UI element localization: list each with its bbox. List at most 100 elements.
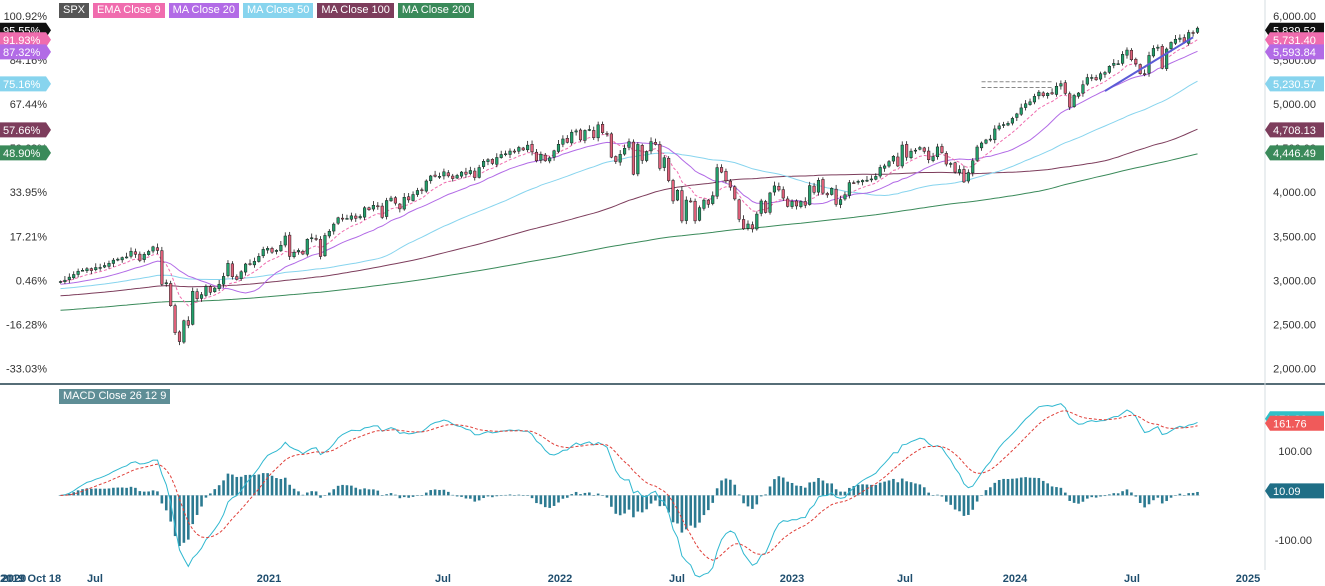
macd-badge: 10.09 [1265, 483, 1324, 499]
candle-body [640, 145, 644, 161]
candle-body [222, 276, 226, 285]
candle-body [737, 199, 741, 220]
macd-histogram-bar [134, 487, 137, 496]
candle-body [565, 138, 569, 143]
candle-body [239, 271, 243, 279]
price-tick-label: 6,000.00 [1273, 11, 1316, 23]
legend-ema-9[interactable]: EMA Close 9 [93, 3, 165, 18]
macd-histogram-bar [1116, 493, 1120, 496]
candle-body [913, 149, 918, 152]
macd-line [60, 403, 1198, 578]
macd-histogram-bar [949, 495, 953, 505]
x-tick-label: 2023 [780, 573, 804, 585]
macd-histogram-bar [1068, 495, 1071, 501]
candle-body [451, 175, 455, 179]
macd-histogram-bar [596, 493, 600, 496]
legend-macd[interactable]: MACD Close 26 12 9 [59, 389, 171, 404]
macd-histogram-bar [160, 495, 164, 504]
macd-histogram-bar [354, 487, 358, 496]
macd-histogram-bar [85, 488, 89, 496]
candle-body [72, 274, 76, 279]
macd-histogram-bar [239, 476, 243, 496]
candle-body [1002, 124, 1006, 126]
macd-histogram-bar [235, 476, 239, 496]
candle-body [878, 167, 882, 177]
candle-body [1006, 123, 1010, 126]
macd-histogram-bar [865, 484, 869, 496]
candle-body [671, 180, 675, 202]
price-badge-text: 4,708.13 [1273, 125, 1316, 137]
candle-body [997, 125, 1001, 130]
candle-body [988, 138, 992, 141]
macd-histogram-bar [729, 479, 732, 496]
candle-body [1178, 37, 1182, 40]
macd-histogram-bar [1121, 491, 1124, 496]
macd-histogram-bar [680, 495, 684, 533]
candle-body [1046, 93, 1050, 96]
price-tick-label: 2,000.00 [1273, 363, 1316, 375]
macd-histogram-bar [715, 488, 719, 496]
macd-histogram-bar [711, 495, 715, 503]
candle-body [1116, 63, 1120, 65]
legend-ma-20[interactable]: MA Close 20 [168, 3, 239, 18]
price-badge: 5,230.57 [1265, 76, 1324, 92]
macd-histogram-bar [557, 495, 560, 503]
candle-body [125, 256, 129, 259]
macd-histogram-bar [543, 495, 547, 508]
candle-body [191, 291, 195, 325]
candle-body [521, 147, 525, 151]
candle-body [468, 170, 472, 174]
candle-body [724, 171, 728, 182]
candle-body [799, 201, 803, 207]
candle-body [1173, 38, 1178, 44]
macd-histogram-bar [632, 495, 635, 518]
macd-histogram-bar [257, 474, 261, 496]
macd-histogram-bar [1019, 477, 1023, 496]
macd-histogram-bar [1191, 492, 1195, 496]
candle-body [363, 207, 367, 218]
macd-histogram-bar [107, 488, 111, 496]
price-badge-text: 5,230.57 [1273, 79, 1316, 91]
legend-ma-50[interactable]: MA Close 50 [242, 3, 314, 18]
macd-histogram-bar [156, 491, 159, 496]
candle-body [230, 263, 234, 277]
macd-histogram-bar [350, 485, 353, 496]
candle-body [213, 287, 217, 292]
price-badge-shape [1265, 32, 1324, 48]
candle-body [548, 157, 552, 162]
macd-histogram-bar [447, 491, 450, 496]
macd-histogram-bar [275, 478, 278, 496]
candle-body [244, 263, 248, 273]
macd-histogram-bar [178, 495, 181, 546]
candle-body [772, 185, 776, 193]
candle-body [653, 142, 657, 145]
candle-body [1191, 32, 1195, 34]
candle-body [777, 186, 781, 191]
candle-body [768, 192, 772, 213]
macd-badge-text: 10.09 [1273, 486, 1301, 498]
macd-histogram-bar [499, 495, 503, 496]
legend-spx[interactable]: SPX [59, 3, 90, 18]
candle-body [957, 169, 962, 173]
macd-histogram-bar [733, 484, 737, 496]
candle-body [1121, 54, 1125, 64]
ma-100-line [60, 128, 1198, 297]
candle-body [76, 270, 80, 275]
candle-body [274, 250, 278, 252]
macd-histogram-bar [433, 489, 437, 496]
macd-histogram-bar [398, 495, 402, 499]
macd-histogram-bar [909, 482, 913, 496]
macd-histogram-bar [345, 485, 349, 496]
legend-ma-200[interactable]: MA Close 200 [397, 3, 475, 18]
candle-body [455, 175, 459, 179]
macd-histogram-bar [535, 495, 538, 504]
candle-body [270, 248, 274, 253]
percent-badge: 91.93% [0, 32, 51, 48]
candle-body [658, 144, 662, 169]
macd-histogram-bar [328, 492, 331, 496]
candle-body [605, 133, 609, 135]
candle-body [689, 200, 693, 203]
legend-ma-100[interactable]: MA Close 100 [317, 3, 394, 18]
macd-histogram-bar [213, 489, 217, 496]
